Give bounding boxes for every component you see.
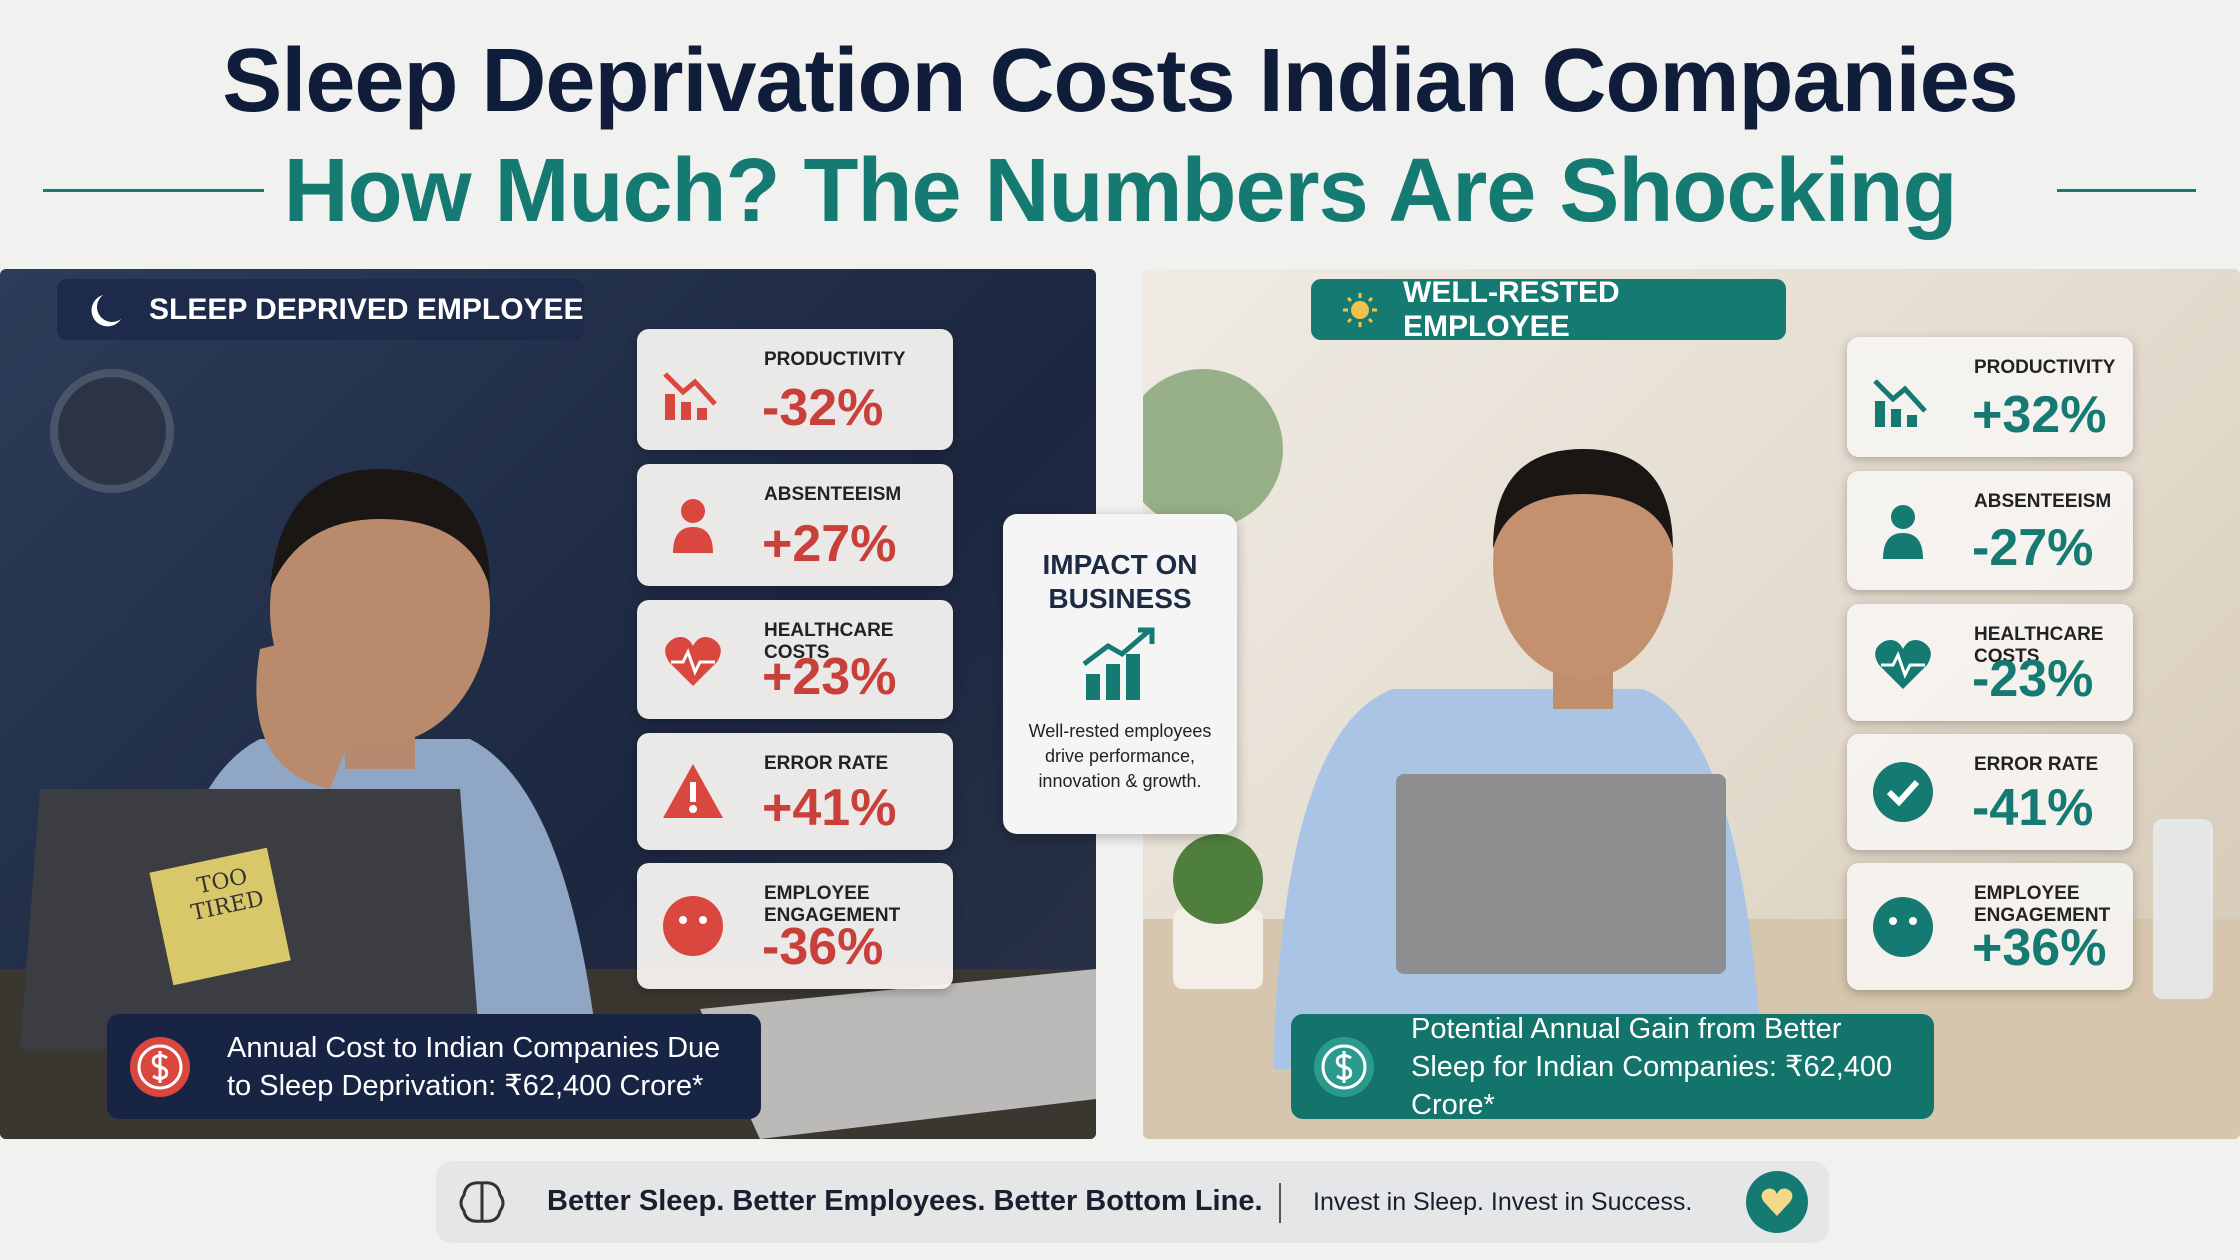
metric-value: -36% <box>762 918 884 976</box>
left-scene <box>0 369 1096 1139</box>
metric-label: HEALTHCARE COSTS <box>764 620 894 663</box>
metric-label: ERROR RATE <box>1974 754 2099 775</box>
metric-label: ABSENTEEISM <box>764 484 902 505</box>
metric-value: +23% <box>762 648 897 706</box>
metric-value: +32% <box>1972 386 2107 444</box>
metric-card: ERROR RATE -41% <box>1847 734 2133 850</box>
summary-text: Potential Annual Gain from Better Sleep … <box>1411 1012 1893 1121</box>
metric-icon <box>663 371 717 420</box>
metric-card: EMPLOYEE ENGAGEMENT +36% <box>1847 863 2133 990</box>
growth-icon <box>1082 627 1155 700</box>
metric-label: PRODUCTIVITY <box>764 349 906 370</box>
metric-card: EMPLOYEE ENGAGEMENT -36% <box>637 863 953 989</box>
metric-icon <box>665 636 721 686</box>
divider <box>1279 1183 1281 1223</box>
badge: WELL-RESTED EMPLOYEE <box>1311 276 1786 343</box>
metric-card: HEALTHCARE COSTS +23% <box>637 600 953 719</box>
metric-value: -27% <box>1972 519 2094 577</box>
metric-value: +36% <box>1972 919 2107 977</box>
sun-icon <box>1343 293 1377 327</box>
metric-card: PRODUCTIVITY +32% <box>1847 337 2133 457</box>
metric-card: ABSENTEEISM -27% <box>1847 471 2133 590</box>
metric-label: ABSENTEEISM <box>1974 491 2112 512</box>
center-title: IMPACT ON BUSINESS <box>1042 549 1198 614</box>
metric-icon <box>673 499 713 553</box>
heart-icon <box>1746 1171 1808 1233</box>
center-text: Well-rested employees drive performance,… <box>1028 721 1212 791</box>
moon-icon <box>91 295 121 327</box>
metric-value: +41% <box>762 779 897 837</box>
metric-card: ERROR RATE +41% <box>637 733 953 850</box>
metric-label: EMPLOYEE ENGAGEMENT <box>764 883 901 926</box>
center-card: IMPACT ON BUSINESS Well-rested employees… <box>1003 514 1237 834</box>
metric-label: EMPLOYEE ENGAGEMENT <box>1974 883 2111 926</box>
metric-icon <box>663 763 723 818</box>
metric-icon <box>1873 762 1933 822</box>
tagline: Invest in Sleep. Invest in Success. <box>1313 1188 1693 1216</box>
summary-box: Potential Annual Gain from Better Sleep … <box>1291 1013 1934 1121</box>
metric-icon <box>1873 896 1933 957</box>
metric-icon <box>1875 639 1931 689</box>
metric-value: +27% <box>762 515 897 573</box>
badge-text: WELL-RESTED EMPLOYEE <box>1403 275 1620 343</box>
metric-card: HEALTHCARE COSTS -23% <box>1847 604 2133 721</box>
metric-icon <box>663 896 723 956</box>
metric-card: PRODUCTIVITY -32% <box>637 329 953 450</box>
metric-label: ERROR RATE <box>764 753 889 774</box>
metric-icon <box>1873 379 1927 427</box>
summary-text: Annual Cost to Indian Companies Due to S… <box>227 1031 721 1102</box>
slogan: Better Sleep. Better Employees. Better B… <box>547 1185 1263 1217</box>
rule <box>43 189 264 192</box>
badge-text: SLEEP DEPRIVED EMPLOYEE <box>149 292 584 326</box>
brain-icon <box>459 1181 505 1223</box>
metric-value: -32% <box>762 379 884 437</box>
metric-value: -23% <box>1972 650 2094 708</box>
dollar-icon <box>1314 1037 1374 1097</box>
dollar-icon <box>130 1037 190 1097</box>
summary-box: Annual Cost to Indian Companies Due to S… <box>107 1014 761 1119</box>
footer: Better Sleep. Better Employees. Better B… <box>436 1161 1829 1243</box>
rule <box>2057 189 2196 192</box>
metric-icon <box>1883 504 1923 559</box>
metric-label: HEALTHCARE COSTS <box>1974 624 2104 667</box>
title: Sleep Deprivation Costs Indian Companies <box>222 31 2018 131</box>
metric-label: PRODUCTIVITY <box>1974 357 2116 378</box>
badge: SLEEP DEPRIVED EMPLOYEE <box>57 279 584 340</box>
metric-card: ABSENTEEISM +27% <box>637 464 953 586</box>
metric-value: -41% <box>1972 779 2094 837</box>
subtitle: How Much? The Numbers Are Shocking <box>283 141 1958 241</box>
